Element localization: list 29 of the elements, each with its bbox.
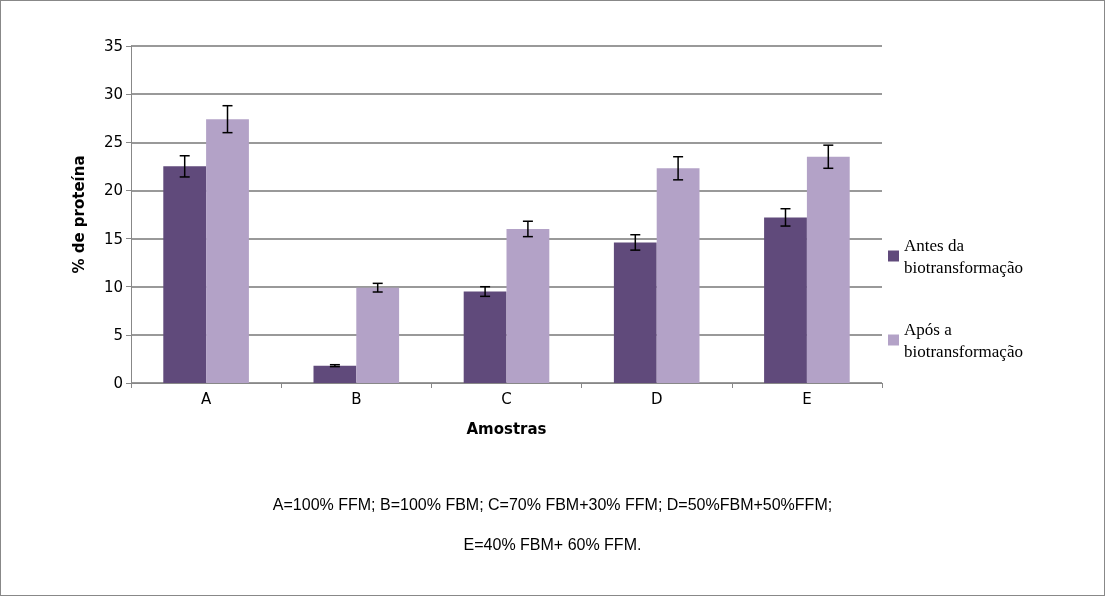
bar bbox=[313, 365, 357, 383]
x-tick-label: D bbox=[650, 389, 663, 408]
bar bbox=[613, 242, 657, 383]
bar bbox=[656, 168, 700, 383]
y-tick-label: 10 bbox=[103, 277, 123, 296]
y-tick-label: 20 bbox=[103, 181, 123, 200]
y-tick-label: 35 bbox=[103, 37, 123, 55]
bar bbox=[206, 119, 249, 383]
x-axis-title: Amostras bbox=[466, 419, 547, 438]
bar bbox=[506, 228, 550, 383]
text: E=40% FBM+ 60% FFM. bbox=[463, 535, 642, 553]
x-tick-label: A bbox=[200, 389, 212, 408]
legend-label: Antes da biotransformação bbox=[904, 235, 1023, 277]
legend-label: Após a biotransformação bbox=[904, 319, 1023, 361]
y-tick-label: 5 bbox=[113, 325, 123, 344]
bar bbox=[163, 166, 207, 383]
y-axis-title: % de proteína bbox=[69, 155, 88, 274]
bar bbox=[356, 287, 400, 383]
y-tick-label: 30 bbox=[103, 85, 123, 104]
y-tick-label: 15 bbox=[103, 229, 123, 248]
bar bbox=[463, 291, 507, 383]
text: A=100% FFM; B=100% FBM; C=70% FBM+30% FFM; D=50%FBM+50%FFM; bbox=[272, 495, 833, 513]
bar bbox=[764, 217, 807, 383]
bar bbox=[806, 156, 850, 383]
x-tick-label: E bbox=[802, 389, 812, 408]
x-tick-label: C bbox=[501, 389, 512, 408]
y-tick-label: 25 bbox=[103, 133, 123, 152]
y-tick-label: 0 bbox=[113, 374, 123, 392]
x-tick-label: B bbox=[351, 389, 362, 408]
